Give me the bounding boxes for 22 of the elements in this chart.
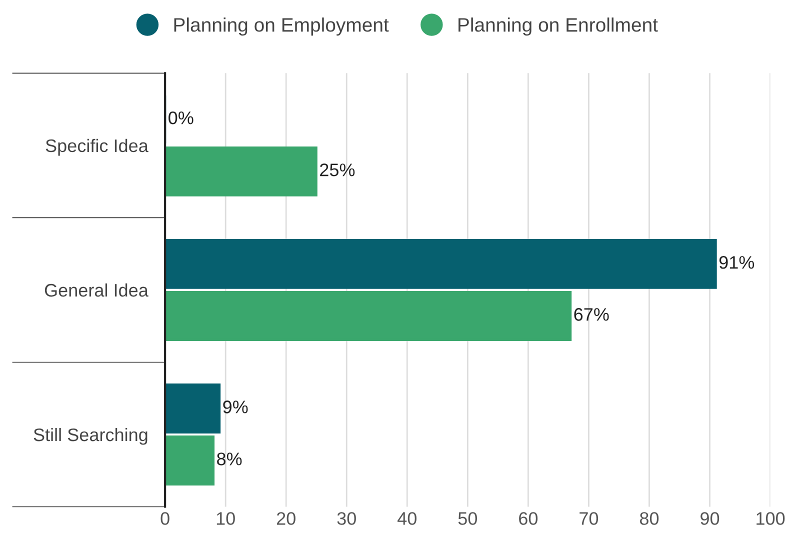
x-tick-label: 0 [160,512,170,525]
x-tick-label: 30 [337,512,356,525]
x-tick-label: 90 [700,512,720,525]
data-label: 9% [223,400,248,414]
legend-label: Planning on Employment [174,18,389,36]
data-label: 91% [719,256,754,269]
x-tick-label: 20 [276,512,296,525]
x-tick-label: 80 [640,512,659,525]
data-label: 8% [217,452,242,466]
x-tick-label: 40 [398,512,416,525]
x-tick-label: 70 [580,512,598,525]
x-tick-label: 10 [216,512,235,525]
y-tick-label: Still Searching [34,428,148,445]
legend-label: Planning on Enrollment [458,18,658,36]
x-tick-label: 50 [458,512,478,525]
data-label: 25% [320,164,355,176]
x-tick-label: 60 [519,512,538,525]
y-tick-label: General Idea [44,283,148,297]
x-tick-label: 100 [756,512,785,525]
y-tick-label: Specific Idea [46,138,148,156]
data-label: 67% [574,308,609,321]
data-label: 0% [168,111,194,124]
